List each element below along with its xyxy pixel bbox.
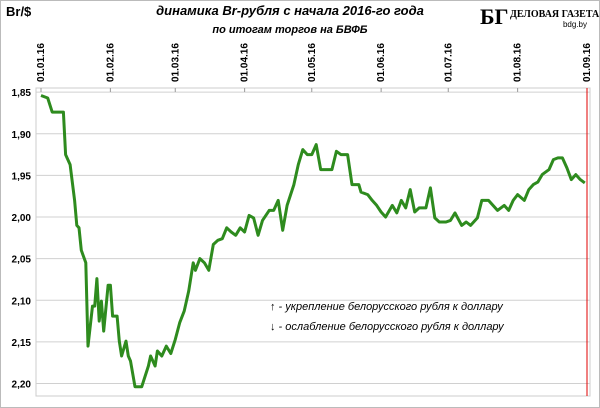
chart-title: динамика Br-рубля с начала 2016-го года [156, 3, 424, 18]
annotation: ↓ - ослабление белорусского рубля к долл… [270, 321, 505, 333]
y-tick-label: 1,85 [12, 88, 32, 99]
y-tick-label: 2,20 [12, 380, 32, 391]
x-tick-label: 01.05.16 [307, 43, 318, 82]
chart-subtitle: по итогам торгов на БВФБ [212, 24, 367, 36]
x-tick-label: 01.03.16 [170, 43, 181, 82]
x-tick-label: 01.07.16 [443, 43, 454, 82]
y-tick-label: 2,15 [12, 338, 32, 349]
plot-frame [35, 87, 591, 397]
x-tick-label: 01.08.16 [513, 43, 524, 82]
y-tick-label: 2,00 [12, 213, 32, 224]
logo-mark: БГ [480, 4, 509, 29]
y-tick-label: 1,90 [12, 130, 32, 141]
x-tick-label: 01.02.16 [105, 43, 116, 82]
line [40, 94, 586, 389]
logo-site: bdg.by [563, 20, 587, 29]
y-axis-label: Br/$ [6, 4, 32, 19]
x-tick-label: 01.04.16 [240, 43, 251, 82]
y-tick-label: 2,05 [12, 255, 32, 266]
x-tick-label: 01.01.16 [36, 43, 47, 82]
x-tick-label: 01.09.16 [582, 43, 593, 82]
logo-name: ДЕЛОВАЯ ГАЗЕТА [510, 9, 600, 20]
annotation: ↑ - укрепление белорусского рубля к долл… [270, 301, 504, 313]
x-tick-label: 01.06.16 [376, 43, 387, 82]
y-tick-label: 2,10 [12, 296, 32, 307]
y-tick-label: 1,95 [12, 171, 32, 182]
